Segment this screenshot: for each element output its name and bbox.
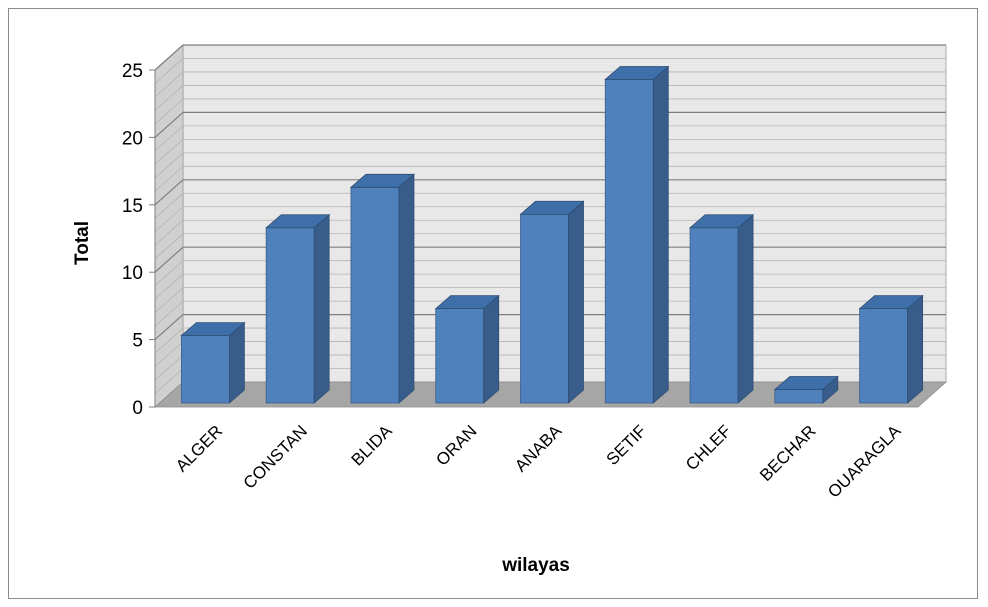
bars [180, 65, 924, 404]
bar-top [604, 66, 670, 80]
bar-top [434, 295, 500, 310]
y-tick-label: 10 [122, 263, 143, 284]
x-tick-label: CHLEF [682, 421, 735, 474]
bar-front [604, 79, 654, 404]
y-tick-label: 20 [122, 128, 143, 149]
minor-gridline-side [154, 192, 184, 219]
minor-gridline-side [154, 71, 184, 98]
bar-top [519, 200, 585, 215]
minor-gridline-side [154, 300, 184, 327]
x-tick-label: CONSTAN [240, 421, 311, 492]
y-tick-label: 15 [122, 196, 143, 217]
y-axis-ticks: 0 5 10 15 20 25 [122, 61, 156, 419]
major-gridline-side [154, 246, 184, 273]
minor-gridline-side [154, 98, 184, 125]
bar-side [737, 213, 754, 404]
bar-side [907, 294, 924, 404]
bar-side [313, 213, 330, 404]
bar-front [350, 186, 400, 404]
major-gridline-side [154, 314, 184, 341]
bar-front [859, 308, 909, 404]
bar-top [265, 214, 331, 229]
bar [434, 294, 500, 404]
minor-gridline-side [154, 273, 184, 300]
y-axis-title: Total [72, 221, 93, 265]
bar-front [689, 227, 739, 404]
side-wall [154, 44, 184, 408]
minor-gridline-side [154, 139, 184, 165]
x-tick-label: ALGER [172, 421, 226, 475]
x-tick-label: ORAN [432, 421, 480, 469]
x-tick-label: BECHAR [756, 421, 820, 485]
bar [180, 321, 246, 404]
x-axis-title: wilayas [501, 555, 570, 576]
minor-gridline-side [154, 368, 184, 394]
minor-gridline-side [154, 206, 184, 233]
minor-gridline-side [154, 233, 184, 260]
bar-front [435, 308, 485, 404]
bar [773, 375, 839, 404]
bar [604, 65, 670, 404]
bar-front [774, 389, 824, 404]
bar [519, 200, 585, 404]
major-gridline-side [154, 44, 184, 71]
bar-front [180, 335, 230, 404]
bar [858, 294, 924, 404]
bar-side [398, 173, 415, 404]
minor-gridline-side [154, 287, 184, 313]
y-tick-label: 0 [132, 398, 143, 419]
x-axis-ticks: ALGER CONSTAN BLIDA ORAN ANABA SETIF CHLEF BECH… [172, 421, 905, 502]
bar-side [568, 200, 584, 404]
x-tick-label: ANABA [511, 421, 566, 476]
minor-gridline-side [154, 85, 184, 111]
bar [688, 213, 755, 404]
major-gridline-side [154, 179, 184, 206]
bar-side [228, 321, 245, 404]
minor-gridline-side [154, 354, 184, 381]
y-tick-label: 5 [132, 331, 143, 352]
minor-gridline-side [154, 341, 184, 367]
minor-gridline-side [154, 327, 184, 354]
bar-side [652, 65, 669, 404]
bar-top [349, 173, 416, 188]
bar-top [180, 322, 246, 337]
bar-front [265, 227, 315, 404]
minor-gridline-side [154, 125, 184, 152]
minor-gridline-side [154, 58, 184, 84]
bar-top [773, 376, 839, 390]
minor-gridline-side [154, 152, 184, 179]
minor-gridline-side [154, 219, 184, 246]
bar-top [858, 295, 924, 310]
major-gridline-side [154, 111, 184, 138]
x-tick-label: BLIDA [348, 421, 397, 470]
bar-side [483, 294, 500, 404]
bar-front [520, 213, 569, 404]
minor-gridline-side [154, 260, 184, 286]
bar [265, 213, 331, 404]
x-tick-label: SETIF [603, 421, 650, 468]
x-tick-label: OUARAGLA [824, 421, 905, 502]
bar-top [688, 214, 755, 229]
bar [349, 173, 416, 404]
y-tick-label: 25 [122, 61, 143, 82]
minor-gridline-side [154, 166, 184, 192]
